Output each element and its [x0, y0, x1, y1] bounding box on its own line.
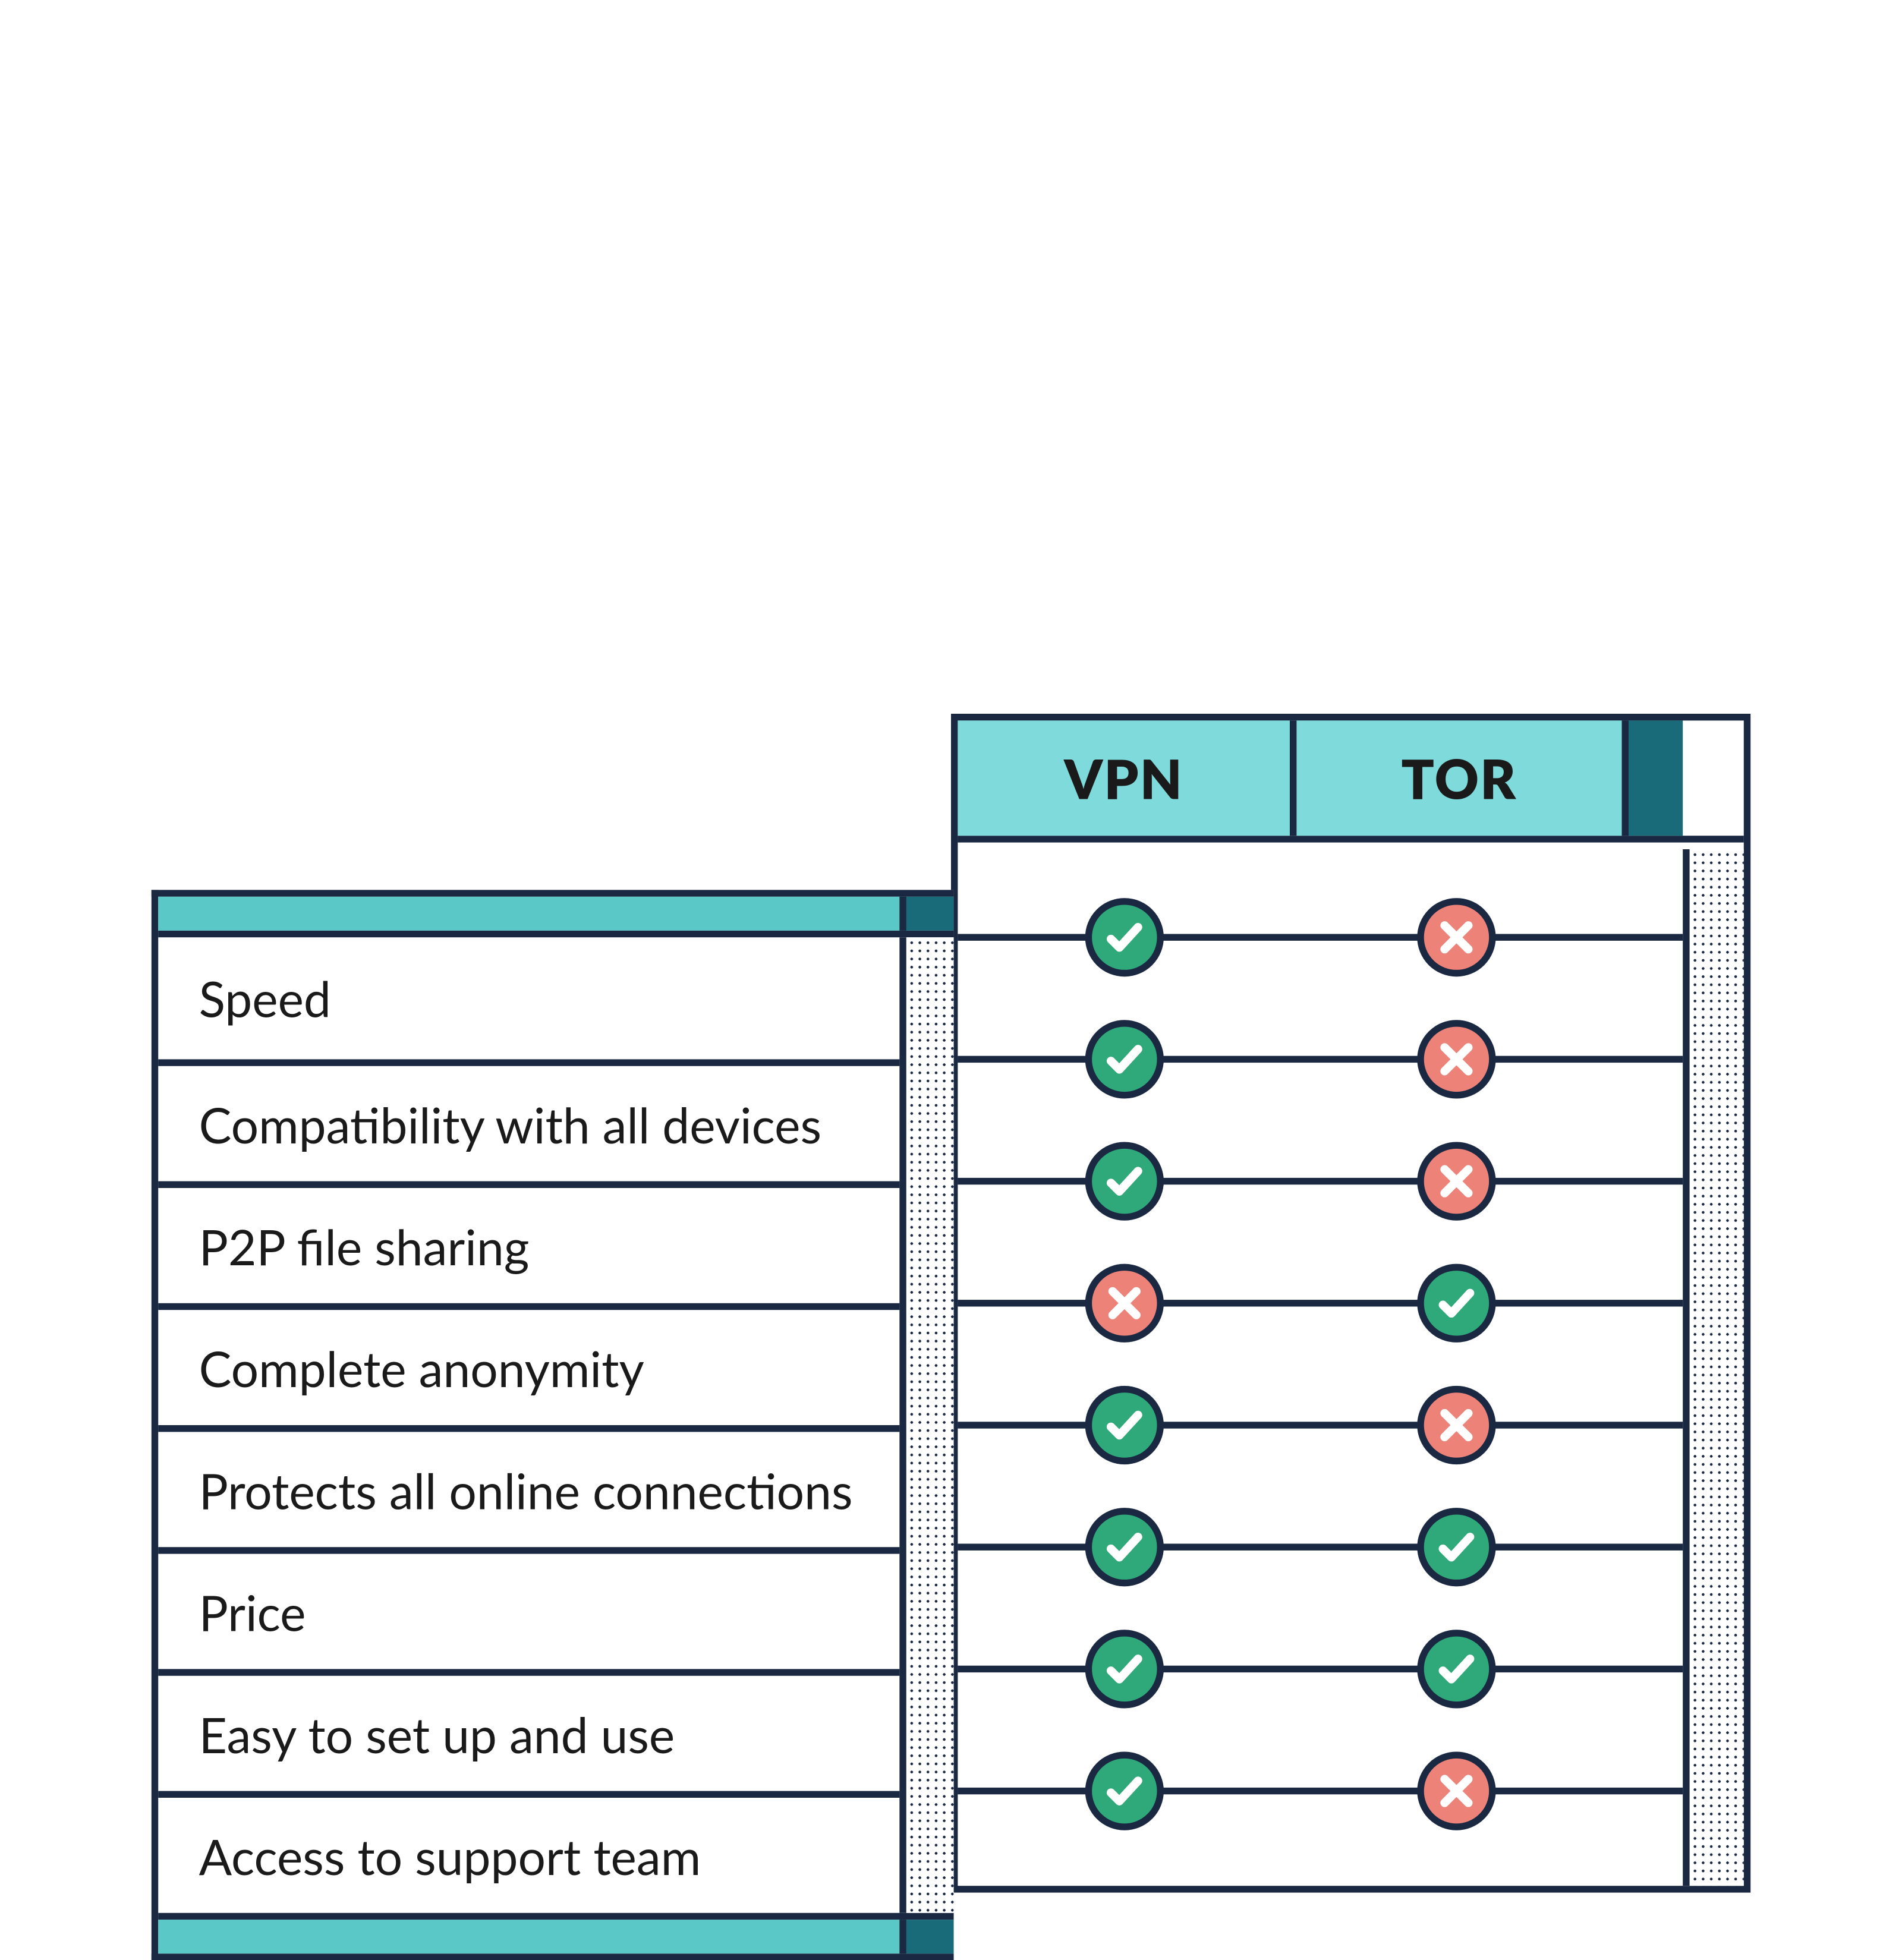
- feature-row: P2P file sharing: [158, 1181, 953, 1303]
- feature-row: Price: [158, 1547, 953, 1669]
- bar-accent-block: [899, 1920, 953, 1953]
- feature-label: Access to support team: [199, 1825, 701, 1885]
- panel-top-bar: [158, 896, 953, 937]
- value-row: [958, 1730, 1743, 1852]
- feature-row: Complete anonymity: [158, 1303, 953, 1425]
- cross-icon: [1416, 1751, 1495, 1830]
- check-icon: [1416, 1263, 1495, 1342]
- value-cell-vpn: [958, 1142, 1290, 1220]
- feature-label: Protects all online connections: [199, 1460, 853, 1519]
- check-icon: [1085, 898, 1163, 976]
- feature-row: Compatibility with all devices: [158, 1059, 953, 1181]
- feature-label: Compatibility with all devices: [199, 1094, 821, 1153]
- check-icon: [1085, 1508, 1163, 1586]
- value-row: [958, 1242, 1743, 1364]
- panel-bottom-bar: [158, 1912, 953, 1953]
- bar-main: [158, 896, 899, 930]
- value-cell-tor: [1290, 898, 1622, 976]
- feature-row: Easy to set up and use: [158, 1669, 953, 1791]
- value-row: [958, 998, 1743, 1120]
- feature-label: Complete anonymity: [199, 1337, 644, 1397]
- value-cell-vpn: [958, 1630, 1290, 1708]
- cross-icon: [1416, 1020, 1495, 1098]
- check-icon: [1085, 1020, 1163, 1098]
- header-accent-block: [1622, 720, 1683, 836]
- column-header-label: TOR: [1401, 745, 1517, 810]
- value-cell-tor: [1290, 1751, 1622, 1830]
- feature-row: Protects all online connections: [158, 1425, 953, 1547]
- value-cell-tor: [1290, 1385, 1622, 1464]
- feature-row: Speed: [158, 937, 953, 1059]
- column-header-label: VPN: [1064, 745, 1183, 810]
- value-row: [958, 1608, 1743, 1729]
- cross-icon: [1416, 898, 1495, 976]
- feature-label: P2P file sharing: [199, 1215, 530, 1275]
- column-headers: VPN TOR: [958, 720, 1743, 842]
- value-cell-vpn: [958, 1751, 1290, 1830]
- value-cell-tor: [1290, 1263, 1622, 1342]
- value-cell-tor: [1290, 1142, 1622, 1220]
- check-icon: [1416, 1508, 1495, 1586]
- cross-icon: [1085, 1263, 1163, 1342]
- value-cell-vpn: [958, 1263, 1290, 1342]
- value-row: [958, 876, 1743, 998]
- feature-label-panel: Speed Compatibility with all devices P2P f…: [152, 890, 954, 1960]
- value-cell-vpn: [958, 1385, 1290, 1464]
- value-rows: [958, 842, 1743, 1886]
- check-icon: [1085, 1751, 1163, 1830]
- bar-main: [158, 1920, 899, 1953]
- check-icon: [1085, 1142, 1163, 1220]
- value-cell-tor: [1290, 1630, 1622, 1708]
- dotted-shadow-gutter: [899, 937, 953, 1913]
- value-cell-vpn: [958, 1020, 1290, 1098]
- check-icon: [1085, 1630, 1163, 1708]
- cross-icon: [1416, 1142, 1495, 1220]
- value-cell-vpn: [958, 1508, 1290, 1586]
- column-header-vpn: VPN: [958, 720, 1290, 836]
- value-cell-vpn: [958, 898, 1290, 976]
- cross-icon: [1416, 1385, 1495, 1464]
- value-row: [958, 1120, 1743, 1242]
- check-icon: [1085, 1385, 1163, 1464]
- column-header-tor: TOR: [1290, 720, 1622, 836]
- value-cell-tor: [1290, 1020, 1622, 1098]
- value-cell-tor: [1290, 1508, 1622, 1586]
- dotted-shadow-gutter: [1683, 849, 1744, 1886]
- value-row: [958, 1486, 1743, 1608]
- bar-accent-block: [899, 896, 953, 930]
- feature-label: Speed: [199, 968, 331, 1028]
- feature-label: Price: [199, 1581, 306, 1641]
- feature-row: Access to support team: [158, 1791, 953, 1912]
- value-row: [958, 1364, 1743, 1486]
- comparison-value-panel: VPN TOR: [951, 714, 1750, 1893]
- feature-label: Easy to set up and use: [199, 1703, 675, 1763]
- check-icon: [1416, 1630, 1495, 1708]
- feature-rows: Speed Compatibility with all devices P2P f…: [158, 937, 953, 1913]
